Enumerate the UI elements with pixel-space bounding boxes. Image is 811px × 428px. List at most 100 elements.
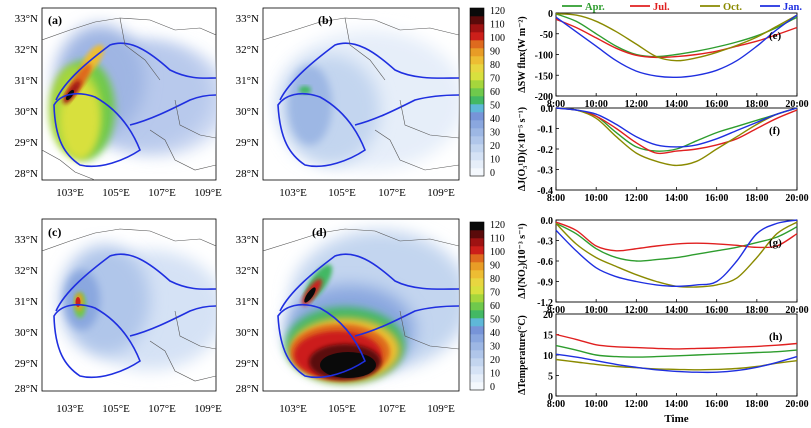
series-line-oct — [555, 221, 798, 288]
lon-tick: 107°E — [148, 403, 176, 415]
lat-tick: 30°N — [15, 327, 38, 339]
map-label-b: (b) — [318, 13, 333, 27]
y-tick-label: -200 — [535, 92, 553, 103]
series-line-jan — [555, 14, 798, 79]
colorbar-swatch — [470, 96, 484, 105]
series-line-jul — [555, 18, 798, 59]
x-tick-label: 12:00 — [625, 305, 648, 316]
colorbar-swatch — [470, 334, 484, 343]
y-tick-label: -100 — [535, 51, 553, 62]
x-tick-label: 10:00 — [584, 99, 607, 110]
legend-label: Oct. — [723, 2, 742, 13]
y-tick-label: 15 — [543, 331, 553, 342]
panel-label: (f) — [769, 125, 780, 137]
x-tick-label: 14:00 — [665, 193, 688, 204]
map-panel-d: (d) 33°N 32°N 31°N 30°N 29°N 28°N 103°E … — [236, 218, 460, 415]
series-line-jul — [555, 221, 798, 252]
lon-tick: 107°E — [148, 187, 176, 199]
lon-tick: 103°E — [279, 403, 307, 415]
colorbar-swatch — [470, 160, 484, 169]
lat-tick: 32°N — [236, 265, 259, 277]
colorbar-swatch — [470, 128, 484, 137]
lat-tick: 28°N — [236, 383, 259, 395]
map-label-c: (c) — [48, 225, 61, 239]
colorbar-swatch — [470, 366, 484, 375]
x-tick-label: 10:00 — [584, 193, 607, 204]
lat-tick: 33°N — [15, 13, 38, 25]
x-tick-label: 16:00 — [705, 193, 728, 204]
colorbar-swatch — [470, 136, 484, 145]
colorbar-swatch — [470, 80, 484, 89]
y-tick-label: -50 — [540, 30, 553, 41]
y-tick-label: 20 — [543, 310, 553, 321]
colorbar-swatch — [470, 262, 484, 271]
colorbar-swatch — [470, 88, 484, 97]
x-tick-label: 14:00 — [665, 399, 688, 410]
legend-label: Jul. — [653, 2, 670, 13]
y-tick-label: 0 — [548, 9, 553, 20]
colorbar-swatch — [470, 222, 484, 231]
lon-tick: 105°E — [328, 403, 356, 415]
colorbar-swatch — [470, 112, 484, 121]
x-tick-label: 18:00 — [745, 99, 768, 110]
colorbar-label: 10 — [490, 155, 500, 166]
x-tick-label: 20:00 — [785, 399, 808, 410]
lon-tick: 107°E — [378, 403, 406, 415]
x-tick-label: 20:00 — [785, 99, 808, 110]
colorbar-label: 50 — [490, 101, 500, 112]
x-tick-label: 8:00 — [547, 193, 565, 204]
lon-tick: 109°E — [427, 187, 455, 199]
lon-tick: 103°E — [56, 187, 84, 199]
x-tick-label: 12:00 — [625, 399, 648, 410]
series-line-apr — [555, 344, 798, 358]
colorbar-swatch — [470, 294, 484, 303]
lat-tick: 30°N — [15, 106, 38, 118]
colorbar-label: 0 — [490, 168, 495, 179]
colorbar-swatch — [470, 254, 484, 263]
map-panel-c: (c) 33°N 32°N 31°N 30°N 29°N 28°N 103°E … — [15, 218, 222, 415]
lat-tick: 31°N — [236, 296, 259, 308]
lat-tick: 33°N — [236, 13, 259, 25]
series-line-jan — [555, 219, 798, 288]
series-line-apr — [555, 13, 798, 58]
colorbar-label: 120 — [490, 6, 505, 17]
y-tick-label: -1.2 — [537, 298, 553, 309]
lon-tick: 105°E — [328, 187, 356, 199]
map-panel-b: (b) 33°N 32°N 31°N 30°N 29°N 28°N 103°E … — [236, 7, 460, 199]
y-axis-label: ΔJ(NO₂)(10⁻³ s⁻¹) — [517, 223, 528, 299]
colorbar-label: 0 — [490, 382, 495, 393]
x-tick-label: 16:00 — [705, 399, 728, 410]
line-chart-f: 0.0 -0.1 -0.2 -0.3 -0.48:00 10:00 12:00 14:00 16… — [517, 104, 809, 204]
y-tick-label: 0 — [548, 392, 553, 403]
colorbar-swatch — [470, 230, 484, 239]
x-tick-label: 16:00 — [705, 99, 728, 110]
colorbar-swatch — [470, 32, 484, 41]
colorbar-label: 100 — [490, 247, 505, 258]
colorbar-swatch — [470, 374, 484, 383]
legend: Apr. Jul. Oct. Jan. — [562, 2, 802, 13]
y-tick-label: -0.9 — [537, 278, 553, 289]
lat-tick: 28°N — [15, 383, 38, 395]
plot-frame — [555, 313, 798, 397]
colorbar-frame — [469, 221, 485, 391]
colorbar-swatch — [470, 8, 484, 17]
y-tick-label: -0.3 — [537, 237, 553, 248]
series-line-jul — [555, 107, 798, 155]
colorbar-label: 110 — [490, 234, 505, 245]
x-tick-label: 14:00 — [665, 305, 688, 316]
colorbar-swatch — [470, 302, 484, 311]
lat-tick: 30°N — [236, 327, 259, 339]
x-tick-label: 18:00 — [745, 305, 768, 316]
colorbar-label: 10 — [490, 369, 500, 380]
plot-frame — [555, 219, 798, 303]
x-tick-label: 10:00 — [584, 399, 607, 410]
x-axis-label: Time — [664, 413, 688, 425]
x-tick-label: 8:00 — [547, 399, 565, 410]
colorbar-swatch — [470, 246, 484, 255]
x-tick-label: 18:00 — [745, 399, 768, 410]
lon-tick: 103°E — [56, 403, 84, 415]
colorbar-label: 100 — [490, 33, 505, 44]
x-tick-label: 20:00 — [785, 305, 808, 316]
